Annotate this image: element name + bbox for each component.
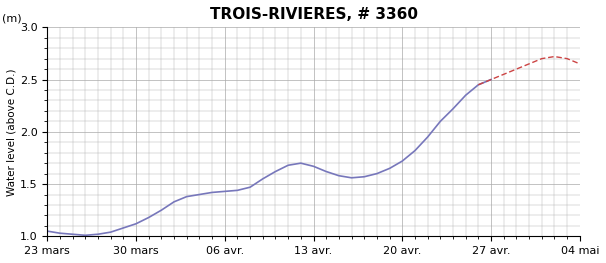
Text: (m): (m) bbox=[2, 13, 22, 23]
Y-axis label: Water level (above C.D.): Water level (above C.D.) bbox=[7, 68, 17, 196]
Title: TROIS-RIVIERES, # 3360: TROIS-RIVIERES, # 3360 bbox=[210, 7, 418, 22]
